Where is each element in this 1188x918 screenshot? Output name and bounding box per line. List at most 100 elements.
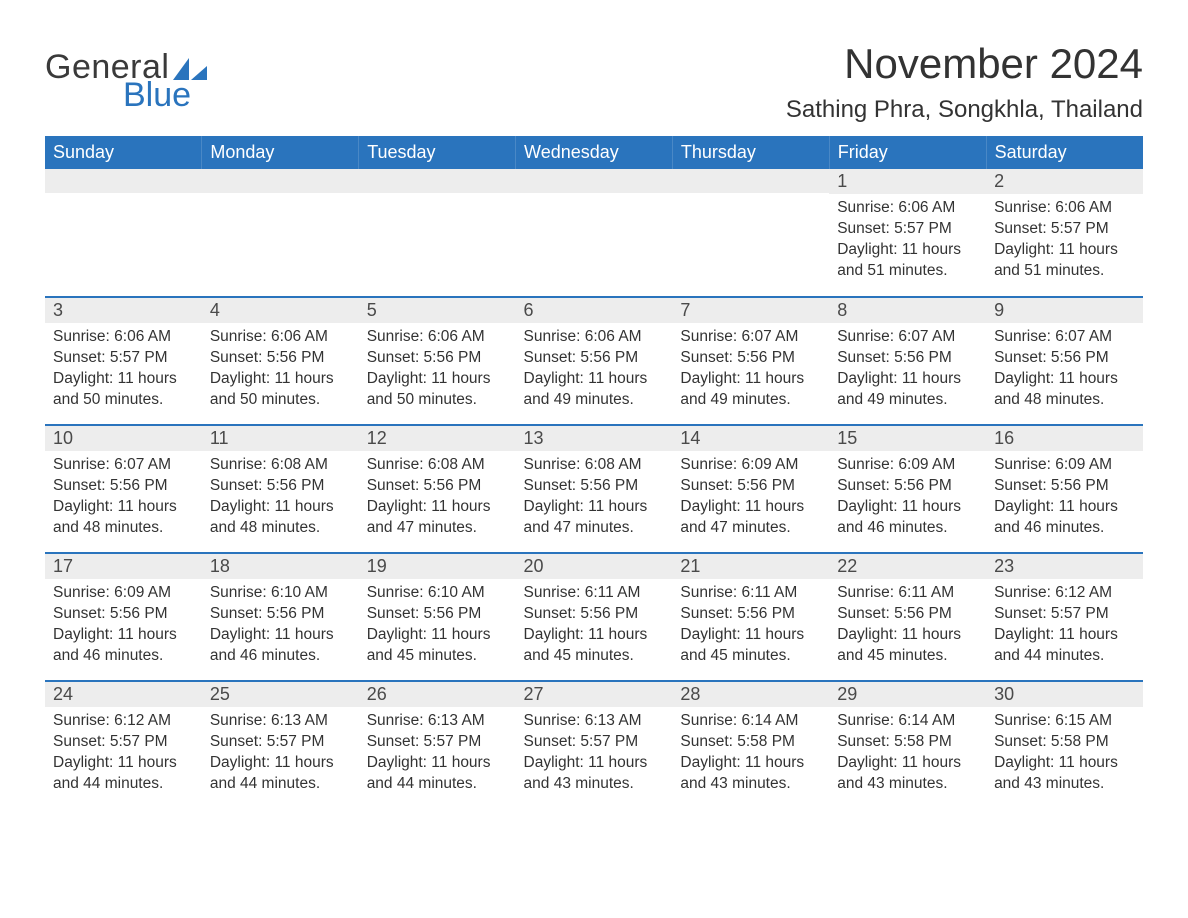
sunset-text: Sunset: 5:56 PM [680, 604, 821, 625]
daylight-text: Daylight: 11 hours and 43 minutes. [524, 753, 665, 795]
calendar-day-cell: 9Sunrise: 6:07 AMSunset: 5:56 PMDaylight… [986, 297, 1143, 425]
daylight-text: Daylight: 11 hours and 43 minutes. [994, 753, 1135, 795]
day-number: 17 [45, 554, 202, 579]
day-number: 27 [516, 682, 673, 707]
daylight-text: Daylight: 11 hours and 44 minutes. [994, 625, 1135, 667]
day-number: 29 [829, 682, 986, 707]
day-number: 20 [516, 554, 673, 579]
daylight-text: Daylight: 11 hours and 46 minutes. [994, 497, 1135, 539]
sunset-text: Sunset: 5:56 PM [837, 476, 978, 497]
day-details: Sunrise: 6:08 AMSunset: 5:56 PMDaylight:… [359, 451, 516, 547]
daylight-text: Daylight: 11 hours and 49 minutes. [524, 369, 665, 411]
sunset-text: Sunset: 5:58 PM [680, 732, 821, 753]
daylight-text: Daylight: 11 hours and 51 minutes. [837, 240, 978, 282]
calendar-day-cell: 15Sunrise: 6:09 AMSunset: 5:56 PMDayligh… [829, 425, 986, 553]
sunset-text: Sunset: 5:56 PM [524, 604, 665, 625]
day-details: Sunrise: 6:10 AMSunset: 5:56 PMDaylight:… [359, 579, 516, 675]
day-details: Sunrise: 6:09 AMSunset: 5:56 PMDaylight:… [45, 579, 202, 675]
sunrise-text: Sunrise: 6:06 AM [53, 327, 194, 348]
header-row: General Blue November 2024 Sathing Phra,… [45, 40, 1143, 132]
calendar-day-cell: 17Sunrise: 6:09 AMSunset: 5:56 PMDayligh… [45, 553, 202, 681]
sunset-text: Sunset: 5:56 PM [210, 476, 351, 497]
daylight-text: Daylight: 11 hours and 45 minutes. [524, 625, 665, 667]
daylight-text: Daylight: 11 hours and 50 minutes. [53, 369, 194, 411]
day-details: Sunrise: 6:06 AMSunset: 5:57 PMDaylight:… [829, 194, 986, 290]
daylight-text: Daylight: 11 hours and 47 minutes. [524, 497, 665, 539]
day-details: Sunrise: 6:12 AMSunset: 5:57 PMDaylight:… [986, 579, 1143, 675]
logo: General Blue [45, 40, 207, 112]
calendar-day-cell: 20Sunrise: 6:11 AMSunset: 5:56 PMDayligh… [516, 553, 673, 681]
day-details: Sunrise: 6:07 AMSunset: 5:56 PMDaylight:… [986, 323, 1143, 419]
calendar-header: Sunday Monday Tuesday Wednesday Thursday… [45, 136, 1143, 169]
day-details: Sunrise: 6:06 AMSunset: 5:57 PMDaylight:… [45, 323, 202, 419]
sunset-text: Sunset: 5:57 PM [994, 604, 1135, 625]
calendar-day-cell: 14Sunrise: 6:09 AMSunset: 5:56 PMDayligh… [672, 425, 829, 553]
day-details: Sunrise: 6:06 AMSunset: 5:57 PMDaylight:… [986, 194, 1143, 290]
sunrise-text: Sunrise: 6:06 AM [837, 198, 978, 219]
calendar-day-cell: 16Sunrise: 6:09 AMSunset: 5:56 PMDayligh… [986, 425, 1143, 553]
day-details: Sunrise: 6:06 AMSunset: 5:56 PMDaylight:… [202, 323, 359, 419]
sunrise-text: Sunrise: 6:13 AM [524, 711, 665, 732]
calendar-day-cell: 18Sunrise: 6:10 AMSunset: 5:56 PMDayligh… [202, 553, 359, 681]
daylight-text: Daylight: 11 hours and 48 minutes. [210, 497, 351, 539]
calendar-day-cell: 29Sunrise: 6:14 AMSunset: 5:58 PMDayligh… [829, 681, 986, 809]
calendar-day-cell: 19Sunrise: 6:10 AMSunset: 5:56 PMDayligh… [359, 553, 516, 681]
sunset-text: Sunset: 5:57 PM [53, 732, 194, 753]
weekday-header: Wednesday [516, 136, 673, 169]
daylight-text: Daylight: 11 hours and 48 minutes. [994, 369, 1135, 411]
sunset-text: Sunset: 5:56 PM [524, 476, 665, 497]
sunrise-text: Sunrise: 6:08 AM [524, 455, 665, 476]
daylight-text: Daylight: 11 hours and 49 minutes. [680, 369, 821, 411]
calendar-day-cell [516, 169, 673, 297]
day-number: 30 [986, 682, 1143, 707]
calendar-day-cell: 11Sunrise: 6:08 AMSunset: 5:56 PMDayligh… [202, 425, 359, 553]
day-number: 6 [516, 298, 673, 323]
sunset-text: Sunset: 5:56 PM [837, 604, 978, 625]
day-number: 9 [986, 298, 1143, 323]
daylight-text: Daylight: 11 hours and 51 minutes. [994, 240, 1135, 282]
day-number: 5 [359, 298, 516, 323]
calendar-week-row: 3Sunrise: 6:06 AMSunset: 5:57 PMDaylight… [45, 297, 1143, 425]
calendar-day-cell: 6Sunrise: 6:06 AMSunset: 5:56 PMDaylight… [516, 297, 673, 425]
calendar-day-cell: 13 Sunrise: 6:08 AMSunset: 5:56 PMDayligh… [516, 425, 673, 553]
day-details: Sunrise: 6:11 AMSunset: 5:56 PMDaylight:… [516, 579, 673, 675]
sunset-text: Sunset: 5:56 PM [367, 604, 508, 625]
sunrise-text: Sunrise: 6:12 AM [994, 583, 1135, 604]
calendar-day-cell: 7Sunrise: 6:07 AMSunset: 5:56 PMDaylight… [672, 297, 829, 425]
day-details: Sunrise: 6:06 AMSunset: 5:56 PMDaylight:… [516, 323, 673, 419]
daylight-text: Daylight: 11 hours and 44 minutes. [210, 753, 351, 795]
daylight-text: Daylight: 11 hours and 43 minutes. [680, 753, 821, 795]
calendar-day-cell: 4Sunrise: 6:06 AMSunset: 5:56 PMDaylight… [202, 297, 359, 425]
sunset-text: Sunset: 5:57 PM [837, 219, 978, 240]
sunset-text: Sunset: 5:57 PM [210, 732, 351, 753]
daylight-text: Daylight: 11 hours and 45 minutes. [367, 625, 508, 667]
day-number: 4 [202, 298, 359, 323]
calendar-day-cell: 26Sunrise: 6:13 AMSunset: 5:57 PMDayligh… [359, 681, 516, 809]
day-number: 2 [986, 169, 1143, 194]
calendar-week-row: 17Sunrise: 6:09 AMSunset: 5:56 PMDayligh… [45, 553, 1143, 681]
day-details: Sunrise: 6:07 AMSunset: 5:56 PMDaylight:… [829, 323, 986, 419]
calendar-day-cell [359, 169, 516, 297]
sunrise-text: Sunrise: 6:12 AM [53, 711, 194, 732]
day-details: Sunrise: 6:11 AMSunset: 5:56 PMDaylight:… [829, 579, 986, 675]
day-details: Sunrise: 6:06 AMSunset: 5:56 PMDaylight:… [359, 323, 516, 419]
calendar-day-cell: 21Sunrise: 6:11 AMSunset: 5:56 PMDayligh… [672, 553, 829, 681]
day-details: Sunrise: 6:07 AMSunset: 5:56 PMDaylight:… [45, 451, 202, 547]
day-number: 24 [45, 682, 202, 707]
day-number: 19 [359, 554, 516, 579]
day-details: Sunrise: 6:13 AMSunset: 5:57 PMDaylight:… [202, 707, 359, 803]
sunset-text: Sunset: 5:56 PM [53, 604, 194, 625]
day-details: Sunrise: 6:07 AMSunset: 5:56 PMDaylight:… [672, 323, 829, 419]
day-details: Sunrise: 6:09 AMSunset: 5:56 PMDaylight:… [986, 451, 1143, 547]
calendar-day-cell: 23Sunrise: 6:12 AMSunset: 5:57 PMDayligh… [986, 553, 1143, 681]
day-details: Sunrise: 6:12 AMSunset: 5:57 PMDaylight:… [45, 707, 202, 803]
day-number: 13 [516, 426, 673, 451]
day-number [359, 169, 516, 193]
sunset-text: Sunset: 5:56 PM [367, 476, 508, 497]
weekday-header: Tuesday [359, 136, 516, 169]
sunrise-text: Sunrise: 6:11 AM [524, 583, 665, 604]
day-details: Sunrise: 6:13 AMSunset: 5:57 PMDaylight:… [359, 707, 516, 803]
day-number: 26 [359, 682, 516, 707]
sunset-text: Sunset: 5:57 PM [524, 732, 665, 753]
sunrise-text: Sunrise: 6:08 AM [367, 455, 508, 476]
